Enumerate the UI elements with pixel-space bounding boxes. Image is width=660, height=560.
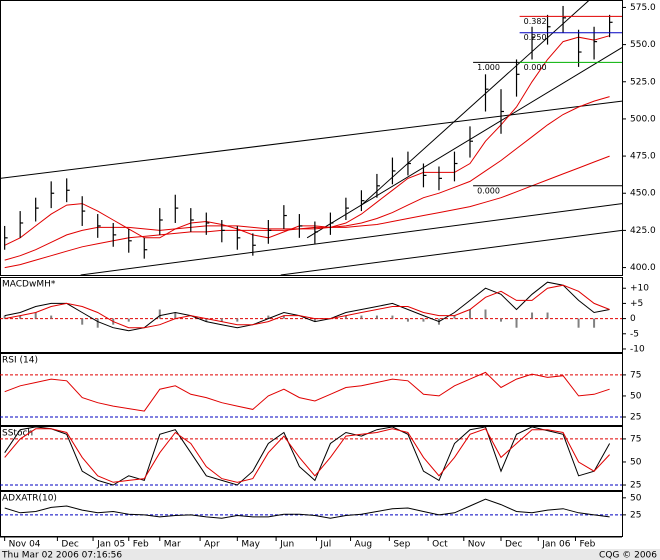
x-tick-label: Nov — [468, 540, 486, 550]
x-tick-label: Sep — [393, 540, 410, 550]
y-tick-label: 50 — [630, 457, 642, 467]
y-tick-label: 75 — [630, 370, 641, 380]
x-tick-label: Aug — [355, 540, 373, 550]
panel-frame — [0, 277, 623, 353]
timestamp: Thu Mar 02 2006 07:16:56 — [1, 551, 122, 560]
indicator-line — [4, 428, 610, 483]
y-tick-label: 500.0 — [630, 114, 656, 124]
fib-label: 1.000 — [477, 63, 500, 72]
trendline — [280, 229, 623, 276]
x-tick-label: Nov 04 — [9, 540, 41, 550]
y-tick-label: 475.0 — [630, 152, 656, 162]
panel-frame — [0, 0, 623, 276]
moving-average — [4, 35, 610, 246]
status-bar — [0, 549, 660, 560]
x-tick-label: Mar — [164, 540, 181, 550]
indicator-line — [4, 284, 610, 329]
moving-average — [4, 155, 610, 269]
x-tick-label: Oct — [432, 540, 448, 550]
indicator-line — [4, 498, 610, 519]
panel-frame — [0, 353, 623, 426]
y-tick-label: 25 — [630, 510, 641, 520]
panel-title: RSI (14) — [2, 356, 38, 366]
y-tick-label: +10 — [630, 284, 649, 294]
x-tick-label: Feb — [579, 540, 595, 550]
y-tick-label: 75 — [630, 434, 641, 444]
y-tick-label: 525.0 — [630, 77, 656, 87]
x-tick-label: Jan 05 — [96, 540, 125, 550]
trendline — [361, 0, 590, 206]
y-tick-label: 400.0 — [630, 263, 656, 273]
y-tick-label: 0 — [630, 314, 636, 324]
panel-title: MACDwMH* — [2, 280, 56, 290]
y-tick-label: 25 — [630, 413, 641, 423]
copyright: CQG © 2006 — [599, 551, 657, 560]
y-tick-label: 575.0 — [630, 3, 656, 13]
moving-average — [4, 96, 610, 261]
fib-label: 0.000 — [524, 63, 547, 72]
y-tick-label: 425.0 — [630, 226, 656, 236]
x-tick-label: Jun — [279, 540, 294, 550]
indicator-line — [4, 281, 610, 332]
trendline — [0, 100, 623, 179]
trendline — [306, 47, 623, 239]
y-tick-label: 550.0 — [630, 40, 656, 50]
x-tick-label: Jan 06 — [541, 540, 570, 550]
x-tick-label: May — [241, 540, 260, 550]
y-tick-label: 50 — [630, 391, 642, 401]
x-tick-label: Feb — [133, 540, 149, 550]
y-tick-label: 50 — [630, 493, 642, 503]
y-tick-label: +5 — [630, 299, 643, 309]
trendline — [80, 203, 623, 276]
x-tick-label: Apr — [204, 540, 220, 550]
y-tick-label: -10 — [630, 344, 645, 354]
fib-label: 0.382 — [524, 17, 547, 26]
y-tick-label: -5 — [630, 329, 639, 339]
fib-label: 0.250 — [524, 33, 547, 42]
indicator-line — [4, 426, 611, 486]
panel-frame — [0, 426, 623, 491]
panel-title: ADXATR(10) — [2, 494, 57, 504]
x-tick-label: Jul — [319, 540, 331, 550]
x-tick-label: Dec — [61, 540, 78, 550]
fib-label: 0.000 — [477, 186, 500, 195]
y-tick-label: 25 — [630, 481, 641, 491]
y-tick-label: 450.0 — [630, 189, 656, 199]
indicator-line — [4, 371, 610, 412]
x-tick-label: Dec — [505, 540, 522, 550]
